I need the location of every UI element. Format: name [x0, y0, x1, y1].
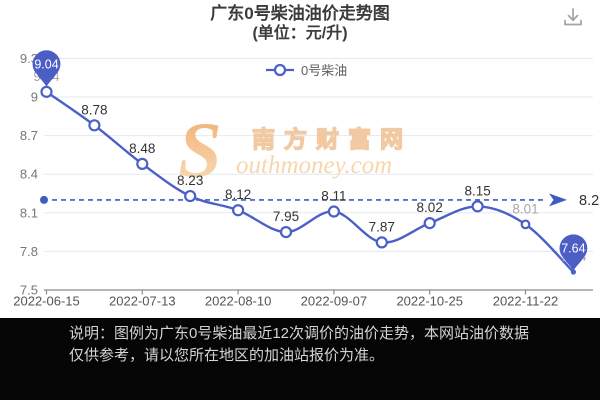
data-point-marker[interactable]: [279, 226, 293, 239]
data-point-label: 8.15: [464, 183, 490, 198]
series-line: [45, 90, 575, 274]
reference-line-dot: [40, 195, 48, 204]
data-point-label: 8.01: [512, 201, 538, 216]
data-point-label: 8.11: [321, 189, 346, 204]
data-point-marker[interactable]: [232, 204, 245, 217]
watermark-cn-text: 南方财富网: [252, 126, 412, 152]
legend-marker-icon: [266, 63, 294, 76]
reference-line-group: 8.2: [40, 193, 599, 209]
x-axis-tick-label: 2022-10-25: [396, 294, 463, 309]
page-title-block: 广东0号柴油油价走势图 (单位：元/升): [0, 4, 600, 43]
download-button[interactable]: [560, 5, 586, 31]
pin-marker: 7.64: [559, 234, 588, 271]
pin-value-label: 7.64: [561, 242, 585, 256]
page-title: 广东0号柴油油价走势图: [210, 4, 390, 23]
footer-disclaimer-bar: 说明：图例为广东0号柴油最近12次调价的油价走势，本网站油价数据仅供参考，请以您…: [0, 318, 600, 400]
pin-markers-group: 9.04 7.64: [32, 50, 588, 271]
reference-line-label: 8.2: [579, 193, 599, 209]
download-icon: [564, 8, 582, 26]
data-point-marker[interactable]: [88, 119, 101, 132]
y-axis-tick-label: 7.8: [20, 244, 38, 259]
data-point-marker[interactable]: [184, 189, 197, 203]
data-point-label: 8.48: [129, 141, 155, 156]
y-axis-tick-label: 8.1: [20, 205, 38, 220]
data-point-marker[interactable]: [40, 85, 53, 98]
data-point-label: 8.23: [177, 173, 203, 188]
series-group: [40, 85, 577, 275]
data-point-label: 7.87: [369, 219, 395, 234]
data-point-label: 8.02: [417, 200, 443, 215]
data-point-marker[interactable]: [136, 157, 149, 171]
x-axis-tick-label: 2022-08-10: [205, 294, 272, 309]
pin-balloon-icon: [32, 50, 61, 87]
watermark-swoosh: S: [178, 106, 221, 193]
data-point-marker[interactable]: [375, 236, 388, 249]
y-axis-tick-label: 7.5: [20, 283, 38, 298]
data-point-marker[interactable]: [520, 219, 531, 230]
watermark-en-text: outhmoney.com: [236, 152, 392, 179]
gridlines: [44, 57, 593, 252]
data-point-label: 8.78: [81, 102, 107, 117]
arrow-right-icon: [549, 193, 567, 207]
pin-marker: 9.04: [32, 50, 61, 87]
legend-item-diesel-0[interactable]: 0号柴油: [265, 60, 347, 79]
pin-balloon-icon: [559, 234, 588, 271]
pin-value-label: 9.04: [34, 58, 58, 72]
data-point-marker[interactable]: [570, 269, 577, 275]
page-subtitle: (单位：元/升): [252, 25, 348, 42]
y-axis-tick-label: 8.4: [20, 167, 38, 182]
data-point-label: 7.95: [273, 209, 299, 224]
data-point-marker[interactable]: [471, 200, 484, 213]
y-axis-tick-label: 8.7: [20, 128, 38, 143]
data-point-marker[interactable]: [327, 205, 340, 218]
x-axis-tick-label: 2022-07-13: [109, 294, 176, 309]
disclaimer-text: 说明：图例为广东0号柴油最近12次调价的油价走势，本网站油价数据仅供参考，请以您…: [69, 325, 530, 364]
data-point-label: 8.12: [225, 187, 251, 202]
data-point-marker[interactable]: [423, 216, 436, 230]
x-axis-tick-label: 2022-06-15: [13, 294, 80, 309]
y-axis-tick-label: 9: [31, 90, 38, 105]
x-axis-tick-label: 2022-09-07: [301, 294, 368, 309]
x-axis-tick-label: 2022-11-22: [493, 294, 559, 309]
legend-label: 0号柴油: [301, 63, 348, 78]
